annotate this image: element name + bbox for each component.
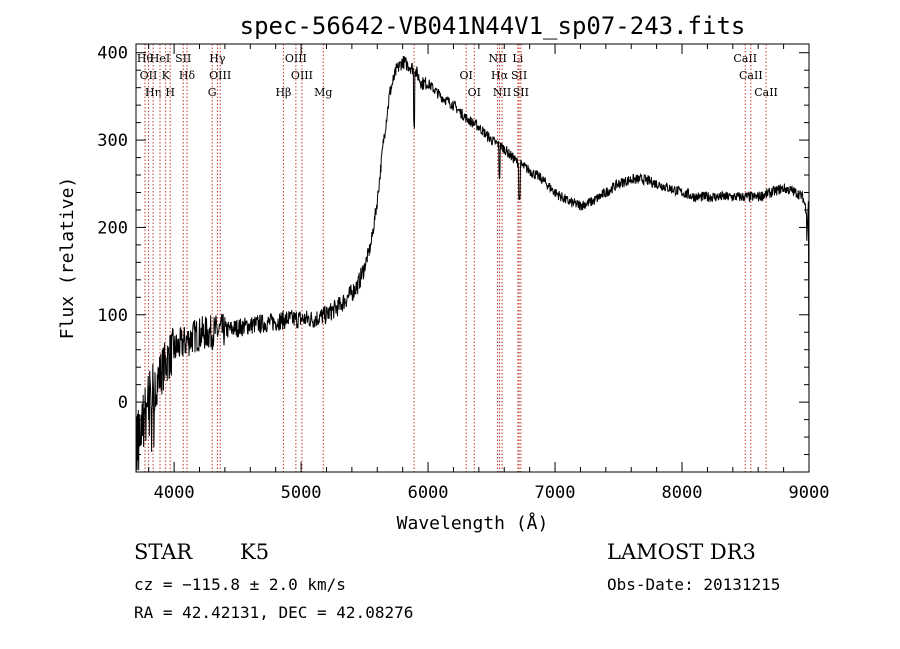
line-marker-label: OI [459,69,472,82]
spectrum-line [135,55,810,471]
coordinates-readout: RA = 42.42131, DEC = 42.08276 [134,603,414,622]
line-marker-label: OIII [209,69,231,82]
x-axis-label: Wavelength (Å) [397,512,549,534]
line-marker-label: CaII [739,69,763,82]
line-marker-label: OIII [291,69,313,82]
line-marker-label: Mg [314,86,332,99]
x-tick-label: 6000 [408,483,449,503]
line-marker-label: Hθ [137,52,154,65]
line-marker-label: SII [175,52,191,65]
plot-frame [135,43,810,473]
line-marker-label: Hδ [179,69,196,82]
redshift-readout: cz = −115.8 ± 2.0 km/s [134,575,346,594]
line-marker-label: G [208,86,217,99]
line-marker-label: Hγ [209,52,226,65]
line-marker-label: Hα [491,69,509,82]
line-marker-label: OII [140,69,158,82]
line-marker-label: SII [513,86,529,99]
survey-label: LAMOST DR3 [607,540,756,564]
y-tick-label: 300 [97,131,128,151]
x-tick-label: 7000 [535,483,576,503]
object-subclass: K5 [240,540,270,564]
line-marker-label: OI [468,86,481,99]
line-marker-label: OIII [285,52,307,65]
line-marker-label: K [162,69,171,82]
line-marker-label: HeI [150,52,170,65]
line-marker-label: NII [488,52,506,65]
line-marker-label: Li [512,52,523,65]
line-marker-label: CaII [754,86,778,99]
y-tick-label: 0 [118,393,128,413]
line-marker-label: Hη [145,86,161,99]
y-tick-label: 200 [97,218,128,238]
line-marker-label: SII [511,69,527,82]
x-tick-label: 4000 [154,483,195,503]
obs-date: Obs-Date: 20131215 [607,575,781,594]
line-marker-label: CaII [733,52,757,65]
y-axis-label: Flux (relative) [57,177,78,340]
x-tick-label: 8000 [662,483,703,503]
line-marker-label: H [165,86,175,99]
chart-title: spec-56642-VB041N44V1_sp07-243.fits [240,12,746,40]
y-tick-label: 400 [97,44,128,64]
x-tick-label: 5000 [281,483,322,503]
line-marker-label: NII [493,86,511,99]
object-class: STAR [134,540,193,564]
line-marker-label: Hβ [275,86,291,99]
x-tick-label: 9000 [789,483,830,503]
y-tick-label: 100 [97,306,128,326]
